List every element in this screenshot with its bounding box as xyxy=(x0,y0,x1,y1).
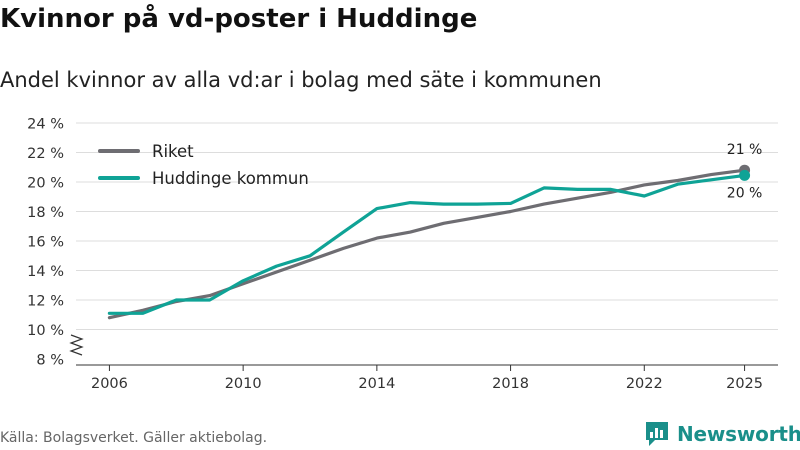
x-tick-label: 2010 xyxy=(225,376,262,392)
chart-subtitle: Andel kvinnor av alla vd:ar i bolag med … xyxy=(0,68,602,92)
grid-lines xyxy=(76,122,778,330)
y-tick-label: 12 % xyxy=(27,294,64,310)
x-tick-label: 2018 xyxy=(492,376,529,392)
end-value-label: 21 % xyxy=(727,142,763,158)
series-endpoint-huddinge xyxy=(739,169,751,181)
legend-label: Huddinge kommun xyxy=(152,169,309,188)
line-chart: 8 % 10 % 12 % 14 % 16 % 18 % 20 % 22 % 24 % 2006 2… xyxy=(27,117,778,392)
series-lines: 21 % 20 % xyxy=(107,142,763,320)
brand-logo: Newsworthy xyxy=(644,420,800,448)
axis-break-icon xyxy=(69,334,84,356)
x-tick-label: 2014 xyxy=(358,376,395,392)
legend: Riket Huddinge kommun xyxy=(98,142,309,188)
newsworthy-logo-icon xyxy=(646,422,668,446)
y-tick-label: 20 % xyxy=(27,176,64,192)
y-tick-label: 8 % xyxy=(36,353,64,369)
y-tick-label: 16 % xyxy=(27,235,64,251)
axes: 8 % 10 % 12 % 14 % 16 % 18 % 20 % 22 % 24 % 2006 2… xyxy=(27,117,778,392)
y-tick-label: 22 % xyxy=(27,146,64,162)
source-note: Källa: Bolagsverket. Gäller aktiebolag. xyxy=(0,430,268,446)
brand-name: Newsworthy xyxy=(677,422,800,446)
y-tick-label: 10 % xyxy=(27,323,64,339)
x-tick-label: 2025 xyxy=(726,376,763,392)
x-tick-label: 2006 xyxy=(91,376,128,392)
x-tick-label: 2022 xyxy=(626,376,663,392)
y-tick-label: 18 % xyxy=(27,205,64,221)
end-value-label: 20 % xyxy=(727,185,763,201)
y-tick-label: 24 % xyxy=(27,117,64,133)
series-line-riket xyxy=(107,168,747,320)
chart-title: Kvinnor på vd-poster i Huddinge xyxy=(0,4,478,34)
series-line-huddinge xyxy=(107,173,747,315)
y-tick-label: 14 % xyxy=(27,264,64,280)
legend-label: Riket xyxy=(152,142,194,161)
